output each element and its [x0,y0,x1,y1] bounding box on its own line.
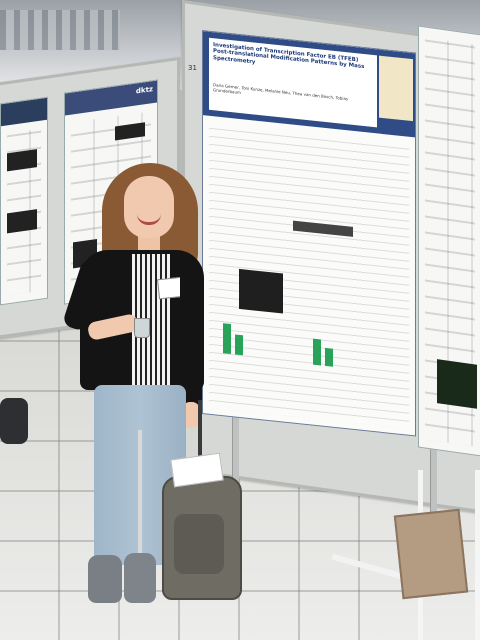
right-sneaker [124,553,156,603]
board-leg [430,440,437,530]
smile [137,214,161,225]
left-sneaker [88,555,122,603]
drinking-cup [134,318,150,338]
background-person [0,398,28,444]
right-arm [180,262,202,412]
poster-number: 31 [188,64,197,72]
right-hand [182,402,200,428]
face [124,176,174,238]
jeans-leg-gap [138,430,142,566]
board-leg [232,400,239,490]
background-windows [0,10,120,50]
backpack-strap [198,400,202,480]
backpack-pocket [174,514,224,574]
